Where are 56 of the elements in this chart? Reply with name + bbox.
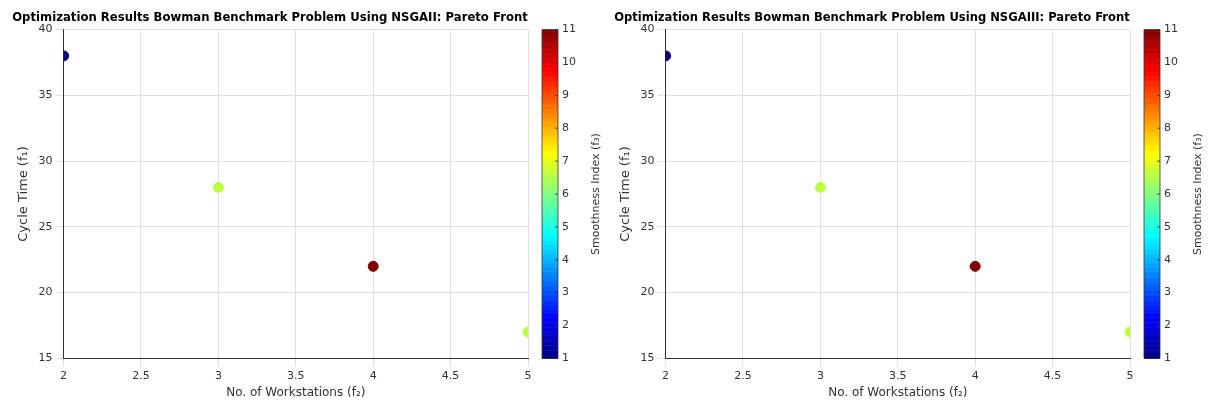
color-bar-label: 10 (1164, 55, 1178, 69)
x-tick-label: 4 (369, 368, 377, 382)
x-tick-label: 4.5 (1043, 368, 1062, 382)
color-bar-label: 7 (562, 153, 569, 167)
color-bar-label: 6 (562, 186, 569, 200)
color-bar-label: 11 (1164, 22, 1178, 36)
color-bar-label: 10 (562, 55, 576, 69)
color-bar-label: 3 (562, 285, 569, 299)
x-tick-label: 3.5 (889, 368, 907, 382)
x-tick-label: 3 (816, 368, 824, 382)
x-axis-title: No. of Workstations (f₂) (828, 384, 968, 399)
color-bar-label: 1 (562, 351, 569, 365)
color-bar-label: 2 (1164, 318, 1171, 332)
x-tick-label: 3 (214, 368, 222, 382)
y-tick-label: 25 (38, 219, 53, 233)
color-bar-label: 11 (562, 22, 576, 36)
chart-title: Optimization Results Bowman Benchmark Problem Using NSGAIII: Pareto Front (614, 9, 1130, 25)
y-tick-label: 30 (640, 153, 655, 167)
color-bar-label: 2 (562, 318, 569, 332)
color-bar-label: 9 (1164, 88, 1171, 102)
y-tick-label: 25 (640, 219, 655, 233)
y-tick-label: 20 (38, 285, 53, 299)
x-tick-label: 2 (60, 368, 68, 382)
y-axis-title: Cycle Time (f₁) (617, 146, 633, 242)
y-axis-title: Cycle Time (f₁) (15, 146, 31, 242)
color-bar-title: Smoothness Index (f₃) (1190, 133, 1204, 255)
color-bar-label: 8 (562, 121, 569, 135)
color-bar-label: 7 (1164, 153, 1171, 167)
x-tick-label: 4 (971, 368, 979, 382)
x-tick-label: 4.5 (441, 368, 460, 382)
chart-title: Optimization Results Bowman Benchmark Problem Using NSGAII: Pareto Front (12, 9, 528, 25)
color-bar-label: 5 (562, 219, 569, 233)
color-bar-label: 9 (562, 88, 569, 102)
x-tick-label: 2.5 (734, 368, 752, 382)
y-tick-label: 20 (640, 285, 655, 299)
x-axis-title: No. of Workstations (f₂) (226, 384, 366, 399)
y-tick-label: 40 (38, 22, 53, 36)
x-tick-label: 3.5 (287, 368, 305, 382)
color-bar-label: 4 (1164, 252, 1171, 266)
color-bar-label: 8 (1164, 121, 1171, 135)
y-tick-label: 40 (640, 22, 655, 36)
y-tick-label: 15 (38, 351, 53, 365)
color-bar-title: Smoothness Index (f₃) (588, 133, 602, 255)
color-bar-label: 4 (562, 252, 569, 266)
y-tick-label: 35 (38, 88, 53, 102)
color-bar-label: 5 (1164, 219, 1171, 233)
x-tick-label: 5 (1126, 368, 1134, 382)
x-tick-label: 2 (662, 368, 670, 382)
color-bar-label: 6 (1164, 186, 1171, 200)
color-bar-label: 1 (1164, 351, 1171, 365)
y-tick-label: 30 (38, 153, 53, 167)
x-tick-label: 5 (524, 368, 532, 382)
y-tick-label: 35 (640, 88, 655, 102)
color-bar-label: 3 (1164, 285, 1171, 299)
x-tick-label: 2.5 (132, 368, 150, 382)
y-tick-label: 15 (640, 351, 655, 365)
